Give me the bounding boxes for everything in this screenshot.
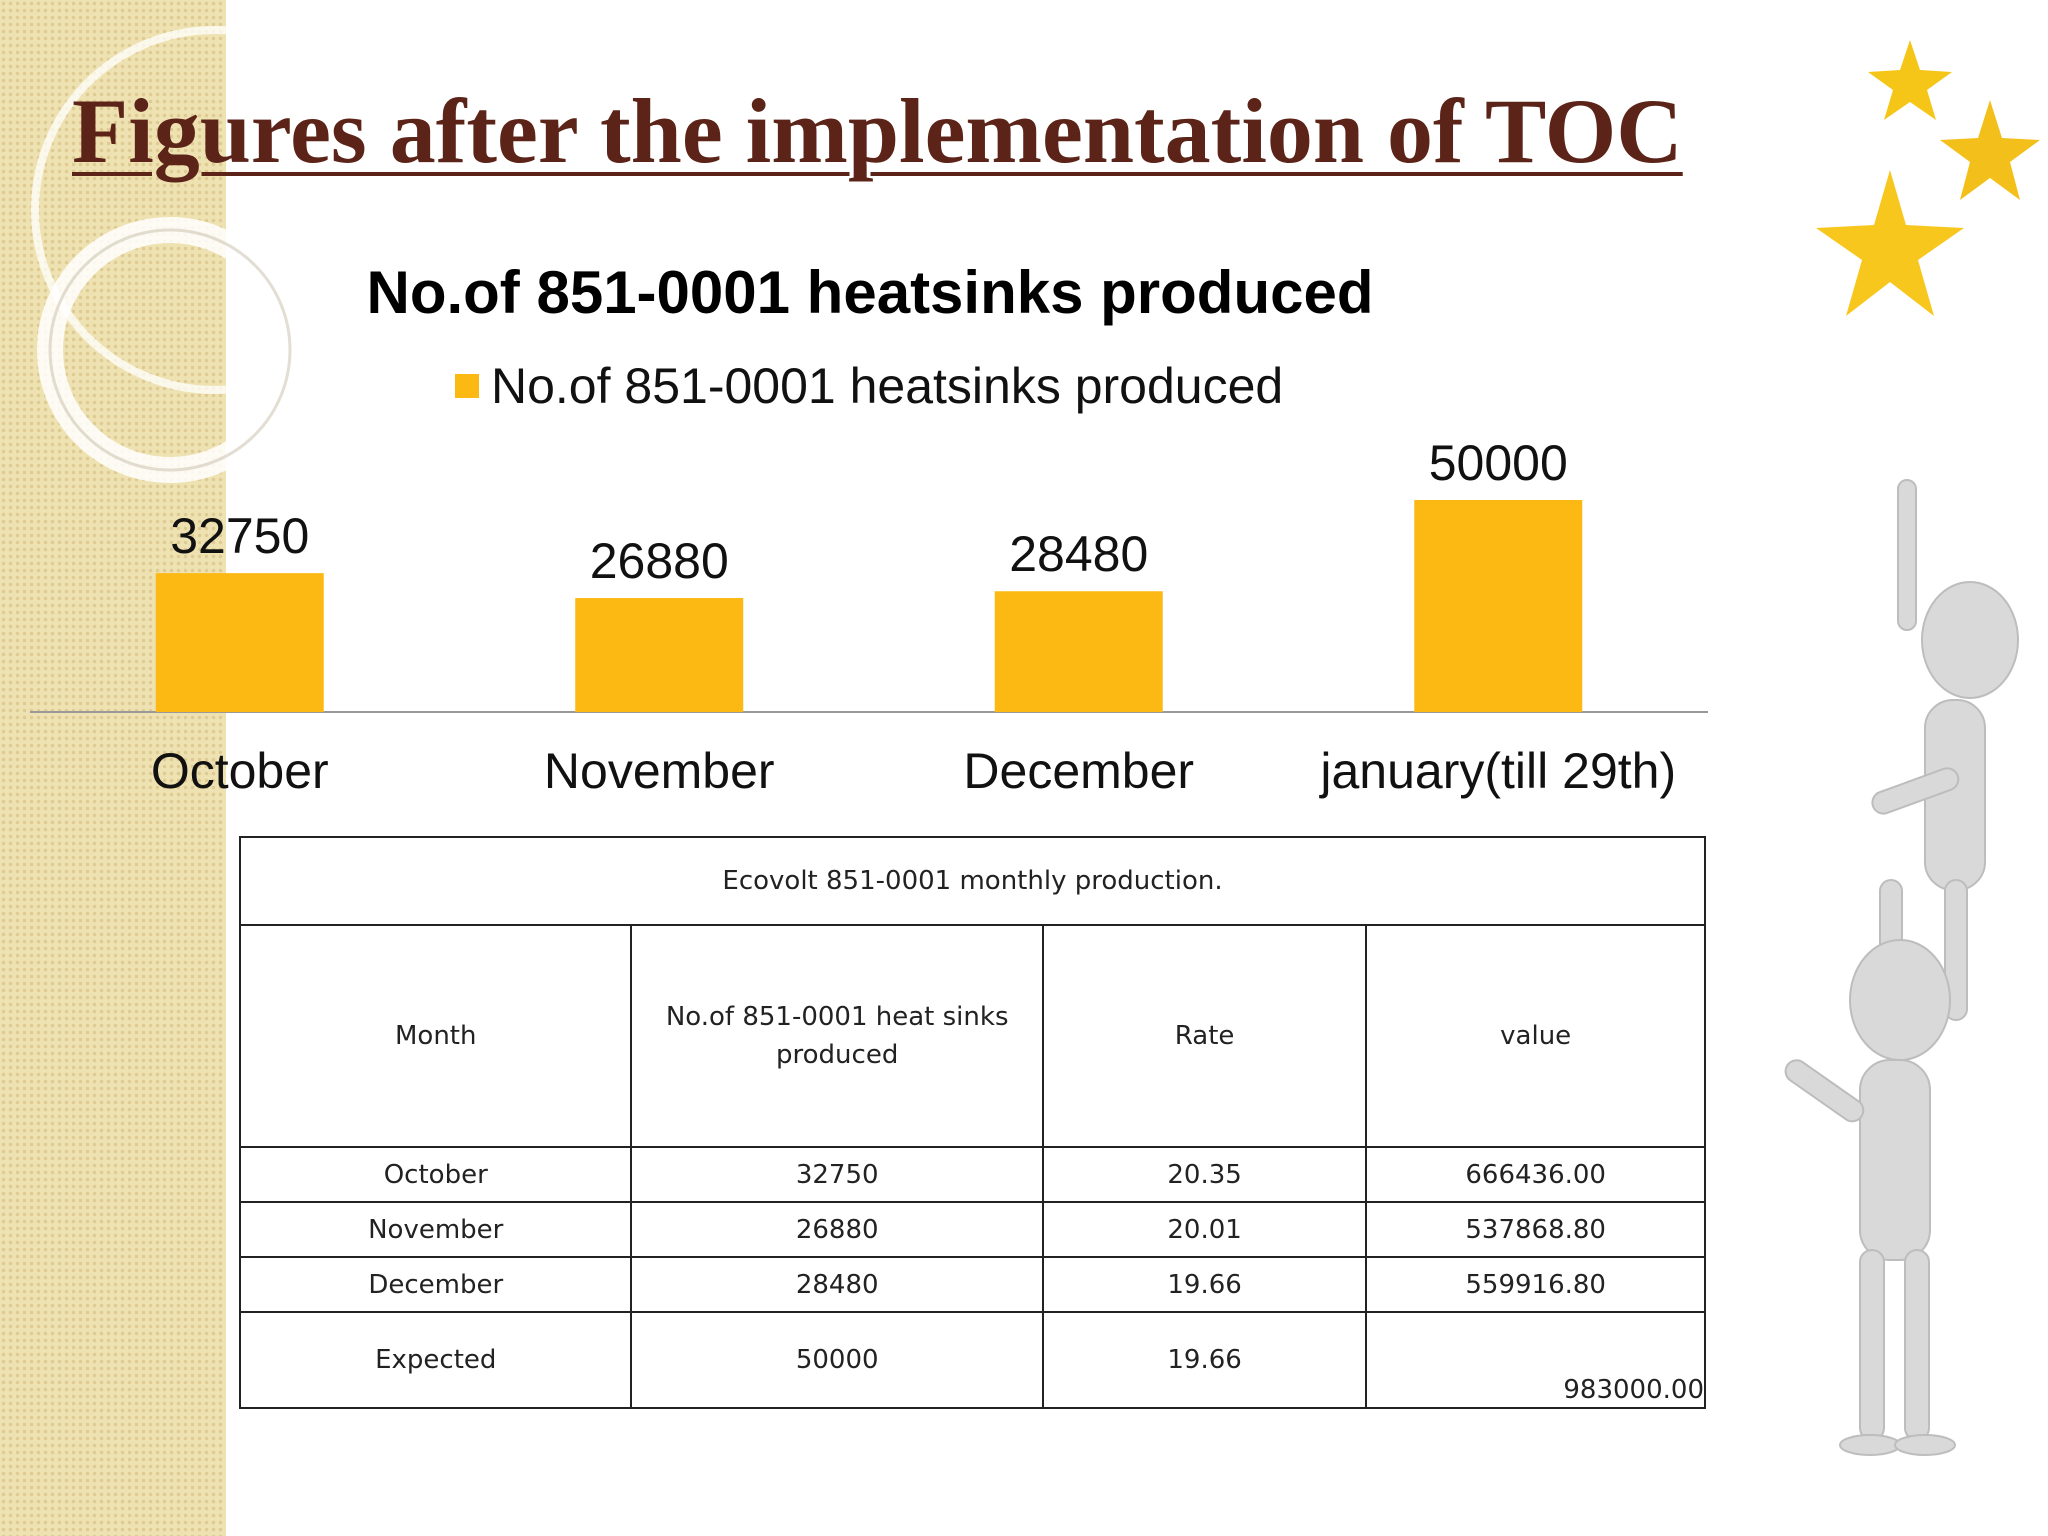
production-table: Ecovolt 851-0001 monthly production. Mon… bbox=[238, 836, 1706, 1409]
table-cell: 20.35 bbox=[1041, 1146, 1368, 1203]
table-header-rate: Rate bbox=[1041, 924, 1368, 1148]
bar-2 bbox=[994, 591, 1163, 712]
table-cell: 28480 bbox=[630, 1256, 1044, 1313]
table-cell: 666436.00 bbox=[1365, 1146, 1706, 1203]
x-tick-label-2: December bbox=[963, 743, 1194, 799]
table-header-value: value bbox=[1365, 924, 1706, 1148]
bar-1 bbox=[575, 598, 744, 712]
x-tick-label-1: November bbox=[544, 743, 775, 799]
bar-chart: 32750 October 26880 November 28480 December 50… bbox=[30, 435, 1708, 799]
data-label-2: 28480 bbox=[1009, 526, 1148, 582]
star-icon bbox=[1816, 40, 2040, 316]
slide-title: Figures after the implementation of TOC bbox=[72, 80, 1683, 182]
table-cell: November bbox=[238, 1201, 633, 1258]
table-caption: Ecovolt 851-0001 monthly production. bbox=[239, 836, 1706, 926]
table-cell: 559916.80 bbox=[1365, 1256, 1706, 1313]
stick-figures-icon bbox=[1784, 479, 2019, 1456]
table-cell: December bbox=[238, 1256, 633, 1313]
table-header-produced: No.of 851-0001 heat sinks produced bbox=[630, 924, 1044, 1148]
table-cell: 983000.00 bbox=[1365, 1311, 1706, 1409]
expected-value: 983000.00 bbox=[1563, 1375, 1704, 1405]
decorative-illustration bbox=[1784, 40, 2040, 1456]
table-cell: 20.01 bbox=[1041, 1201, 1368, 1258]
table-cell: 19.66 bbox=[1041, 1256, 1368, 1313]
table-header-row: Month No.of 851-0001 heat sinks produced… bbox=[238, 924, 1706, 1148]
table-cell: 32750 bbox=[630, 1146, 1044, 1203]
table-row: October 32750 20.35 666436.00 bbox=[238, 1146, 1706, 1203]
table-cell: 19.66 bbox=[1041, 1311, 1368, 1409]
table-cell: 50000 bbox=[630, 1311, 1044, 1409]
legend-swatch bbox=[455, 374, 479, 398]
x-tick-label-3: january(till 29th) bbox=[1318, 743, 1676, 799]
table-row: Expected 50000 19.66 983000.00 bbox=[238, 1311, 1706, 1409]
chart-legend: No.of 851-0001 heatsinks produced bbox=[455, 357, 1283, 415]
legend-label: No.of 851-0001 heatsinks produced bbox=[491, 358, 1284, 414]
table-cell: 26880 bbox=[630, 1201, 1044, 1258]
chart-title: No.of 851-0001 heatsinks produced bbox=[366, 259, 1374, 326]
table-header-month: Month bbox=[238, 924, 633, 1148]
table-cell: 537868.80 bbox=[1365, 1201, 1706, 1258]
table-row: November 26880 20.01 537868.80 bbox=[238, 1201, 1706, 1258]
bar-0 bbox=[155, 573, 324, 712]
data-label-0: 32750 bbox=[170, 508, 309, 564]
table-cell: October bbox=[238, 1146, 633, 1203]
data-label-3: 50000 bbox=[1429, 435, 1568, 491]
x-tick-label-0: October bbox=[151, 743, 329, 799]
bar-3 bbox=[1414, 500, 1583, 712]
decorative-arcs bbox=[31, 26, 399, 483]
table-row: December 28480 19.66 559916.80 bbox=[238, 1256, 1706, 1313]
data-label-1: 26880 bbox=[590, 533, 729, 589]
table-cell: Expected bbox=[238, 1311, 633, 1409]
